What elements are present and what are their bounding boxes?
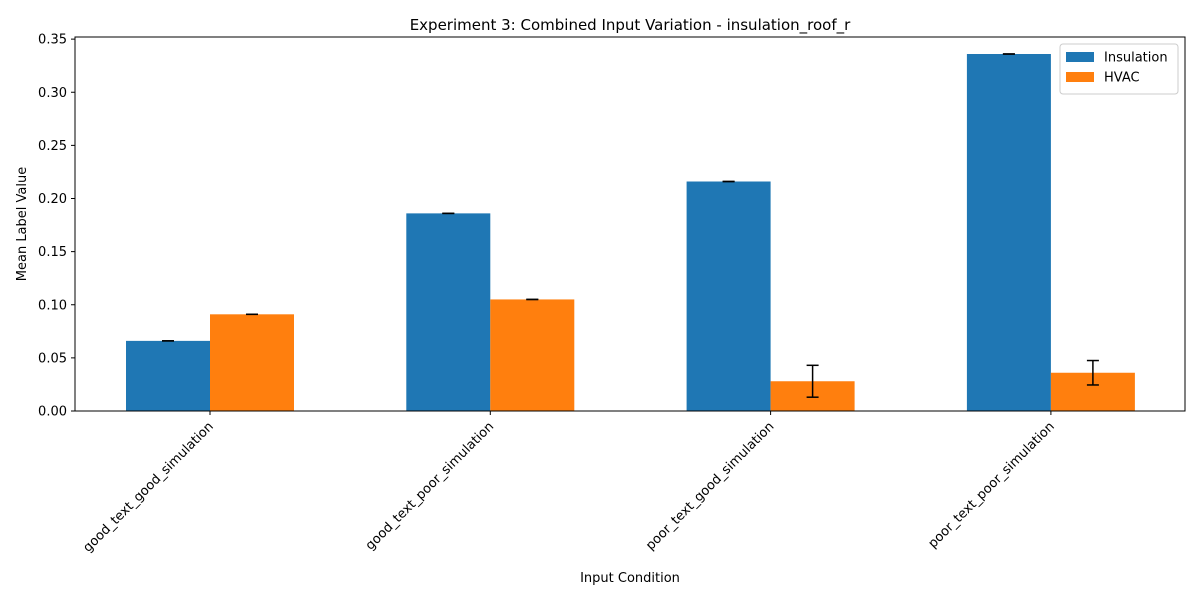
- bar-insulation-1: [126, 340, 210, 411]
- y-tick-label-1: 0.00: [38, 405, 67, 420]
- error-bars-group: [162, 53, 1099, 398]
- y-tick-label-6: 0.25: [38, 139, 67, 154]
- bars-group: [126, 54, 1135, 411]
- bar-insulation-3: [686, 181, 771, 411]
- plot-frame: [74, 36, 1186, 412]
- y-tick-label-7: 0.30: [38, 86, 67, 101]
- legend-label-hvac: HVAC: [1104, 71, 1140, 86]
- x-axis-label: Input Condition: [580, 571, 680, 586]
- y-tick-label-5: 0.20: [38, 192, 67, 207]
- bar-hvac-1: [210, 314, 294, 411]
- chart-title: Experiment 3: Combined Input Variation -…: [410, 16, 851, 35]
- y-tick-label-2: 0.05: [38, 351, 67, 366]
- y-tick-label-4: 0.15: [38, 245, 67, 260]
- y-axis-label: Mean Label Value: [15, 167, 30, 281]
- legend-swatch-hvac: [1066, 72, 1094, 82]
- bar-hvac-2: [490, 299, 575, 411]
- y-tick-label-3: 0.10: [38, 298, 67, 313]
- bar-insulation-2: [406, 213, 491, 411]
- legend: Insulation HVAC: [1059, 43, 1179, 95]
- y-tick-label-8: 0.35: [38, 33, 67, 48]
- legend-label-insulation: Insulation: [1104, 51, 1168, 66]
- y-axis: 0.00 0.05 0.10 0.15 0.20 0.25 0.30 0.35: [38, 33, 75, 420]
- bar-insulation-4: [966, 54, 1051, 411]
- legend-swatch-insulation: [1066, 52, 1094, 62]
